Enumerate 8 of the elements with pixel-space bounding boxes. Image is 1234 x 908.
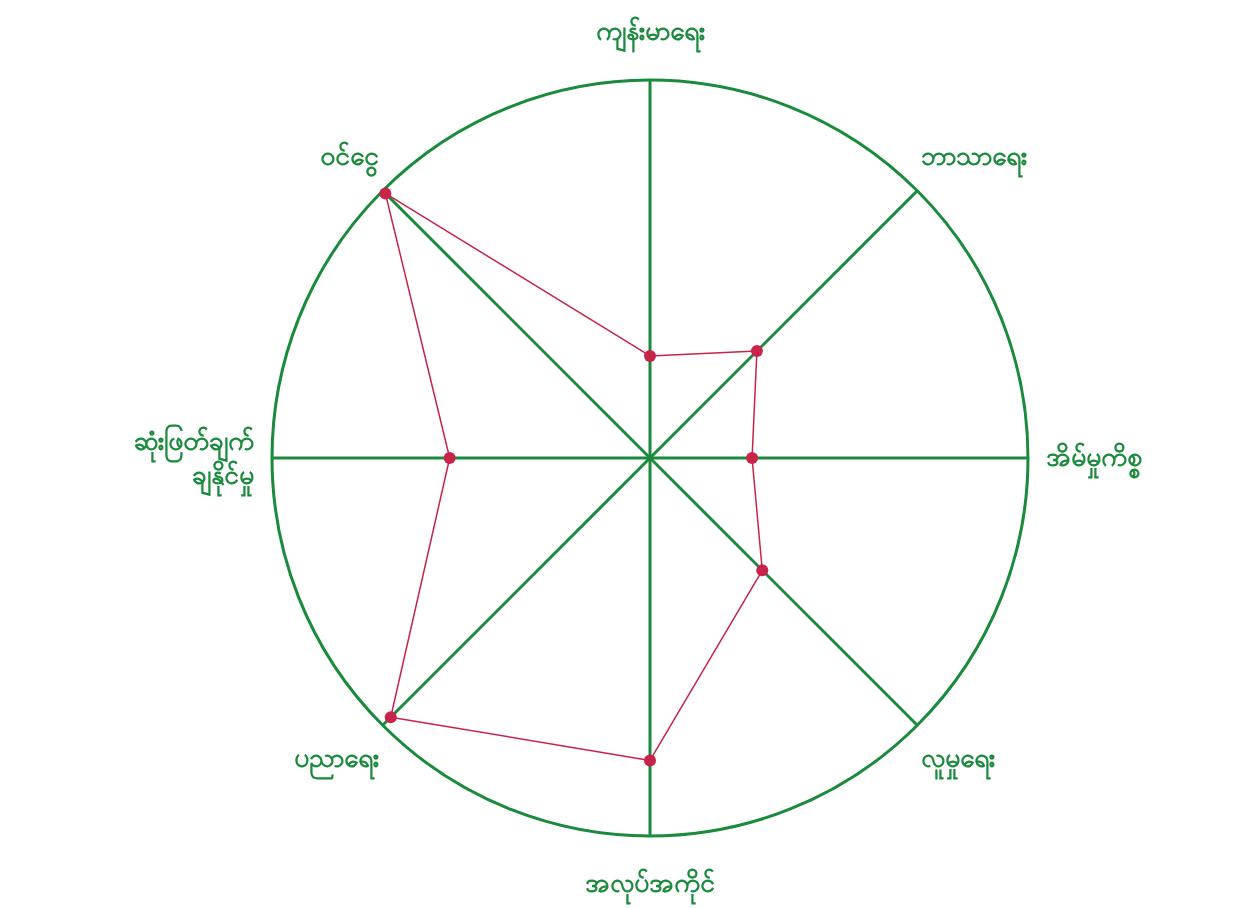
spoke-label: အလုပ်အကိုင်: [585, 867, 715, 905]
spoke-label: ဆုံးဖြတ်ချက် ချနိုင်မှု: [134, 423, 254, 497]
spoke-label: ပညာရေး: [293, 742, 379, 780]
spoke-label: ဘာသာရေး: [921, 140, 1028, 178]
spoke-label: လူမှုရေး: [921, 742, 996, 780]
spoke-label: ဝင်ငွေ: [319, 140, 379, 177]
spoke-label: ကျန်းမာရေး: [595, 15, 705, 53]
spoke-label: အိမ်မှုကိစ္စ: [1046, 441, 1142, 479]
